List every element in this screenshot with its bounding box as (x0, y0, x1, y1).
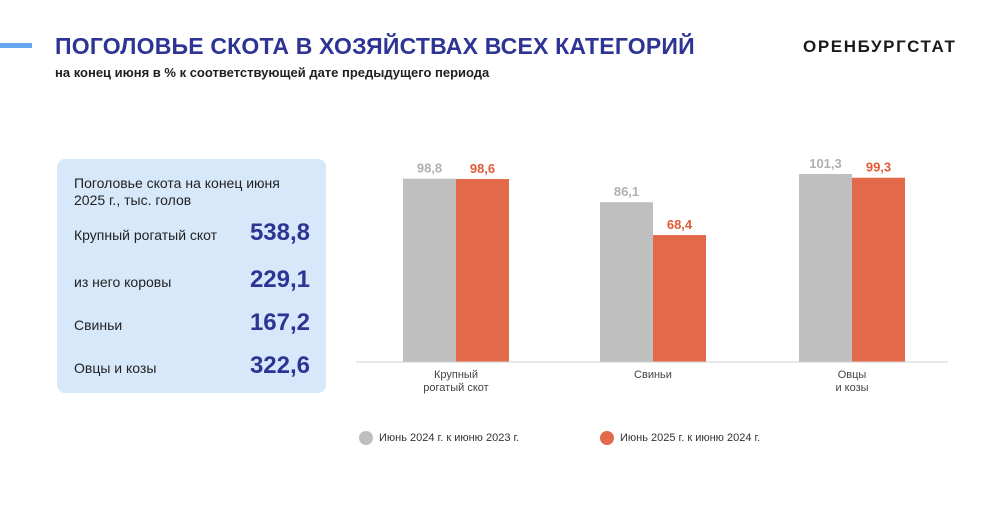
bar-2024 (403, 178, 456, 362)
legend-item-2025: Июнь 2025 г. к июню 2024 г. (600, 430, 760, 446)
legend-swatch-2025 (600, 431, 614, 445)
bar-2025 (852, 177, 905, 362)
stat-value: 322,6 (249, 352, 310, 379)
accent-bar (0, 43, 32, 48)
livestock-stats-panel: Поголовье скота на конец июня 2025 г., т… (57, 159, 326, 393)
category-label: рогатый скот (423, 382, 488, 394)
page-subtitle: на конец июня в % к соответствующей дате… (55, 65, 490, 80)
stat-row-sheep-goats: Овцы и козы 322,6 (74, 350, 310, 380)
bar-value-label: 68,4 (667, 217, 693, 232)
brand-logo-text: ОРЕНБУРГСТАТ (803, 37, 957, 56)
legend-item-2024: Июнь 2024 г. к июню 2023 г. (359, 430, 519, 446)
bar-2024 (600, 202, 653, 362)
category-label: и козы (835, 382, 868, 394)
bar-value-label: 98,6 (470, 161, 495, 176)
legend-swatch-2024 (359, 431, 373, 445)
bar-value-label: 86,1 (614, 184, 639, 199)
bar-value-label: 101,3 (809, 156, 842, 171)
stat-value: 167,2 (249, 309, 310, 336)
legend-label: Июнь 2025 г. к июню 2024 г. (620, 432, 761, 444)
bar-2024 (799, 174, 852, 362)
category-label: Крупный (434, 369, 478, 381)
stat-row-cows: из него коровы 229,1 (74, 264, 310, 294)
legend-label: Июнь 2024 г. к июню 2023 г. (379, 432, 520, 444)
panel-heading: Поголовье скота на конец июня 2025 г., т… (74, 175, 280, 208)
stat-row-cattle: Крупный рогатый скот 538,8 (74, 217, 310, 247)
page-title: ПОГОЛОВЬЕ СКОТА В ХОЗЯЙСТВАХ ВСЕХ КАТЕГО… (55, 33, 695, 59)
bar-2025 (456, 179, 509, 362)
category-label: Овцы (838, 369, 867, 381)
stat-label: из него коровы (74, 274, 172, 290)
bar-value-label: 99,3 (866, 160, 891, 175)
stat-value: 229,1 (249, 266, 310, 293)
stat-label: Овцы и козы (74, 360, 157, 376)
stat-label: Свиньи (74, 317, 123, 333)
bar-value-label: 98,8 (417, 161, 442, 176)
stat-label: Крупный рогатый скот (74, 227, 218, 243)
stat-row-pigs: Свиньи 167,2 (74, 307, 310, 337)
stat-value: 538,8 (249, 219, 310, 246)
category-label: Свиньи (634, 369, 672, 381)
bar-2025 (653, 235, 706, 362)
